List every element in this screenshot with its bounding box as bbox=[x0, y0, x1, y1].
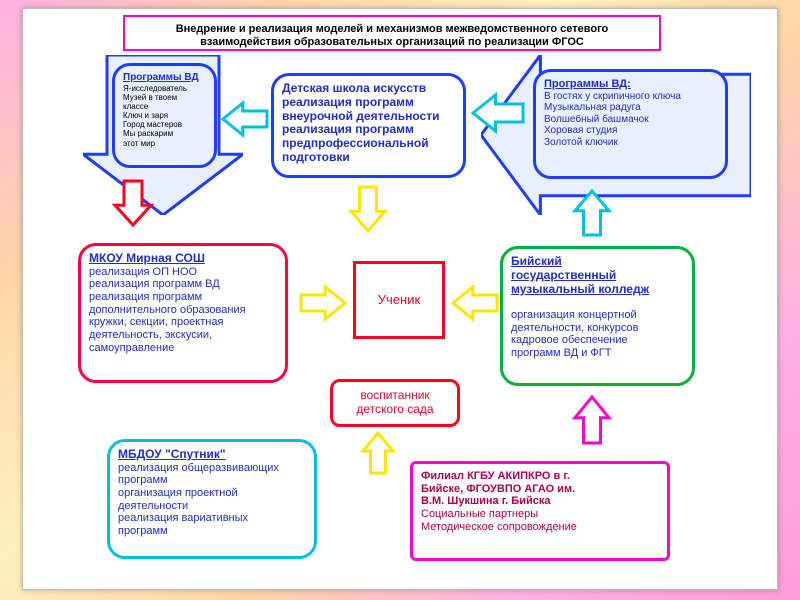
node-title: Программы ВД bbox=[123, 72, 206, 84]
arrow-left-1 bbox=[473, 95, 523, 136]
node-body: организация концертной деятельности, кон… bbox=[511, 296, 684, 359]
node-body: Я-исследователь Музей в твоем классе Клю… bbox=[123, 84, 206, 148]
slide-canvas: Внедрение и реализация моделей и механиз… bbox=[22, 8, 778, 590]
node-title: Бийскийгосударственныймузыкальный коллед… bbox=[511, 255, 684, 296]
node-programs-vd-left: Программы ВДЯ-исследователь Музей в твое… bbox=[112, 63, 217, 168]
arrow-up-6 bbox=[575, 191, 609, 240]
arrow-left-0 bbox=[223, 103, 267, 140]
node-body: В гостях у скрипичного ключа Музыкальная… bbox=[544, 91, 717, 149]
header-text: Внедрение и реализация моделей и механиз… bbox=[176, 23, 609, 48]
arrow-down-3 bbox=[351, 187, 385, 236]
node-mbdou: МБДОУ "Спутник"реализация общеразвивающи… bbox=[107, 439, 317, 559]
arrow-up-7 bbox=[363, 433, 393, 478]
node-body-bold: Филиал КГБУ АКИПКРО в г.Бийске, ФГОУВПО … bbox=[421, 470, 659, 508]
node-body: реализация общеразвивающих программ орга… bbox=[118, 462, 306, 538]
arrow-right-4 bbox=[301, 287, 345, 324]
node-body: Ученик bbox=[378, 293, 420, 308]
node-college: Бийскийгосударственныймузыкальный коллед… bbox=[500, 246, 695, 386]
node-title: МКОУ Мирная СОШ bbox=[89, 252, 277, 266]
node-mkou: МКОУ Мирная СОШреализация ОП НОО реализа… bbox=[78, 243, 288, 383]
node-body: воспитанник детского сада bbox=[356, 389, 433, 417]
arrow-up-8 bbox=[575, 397, 609, 448]
node-kindergarten: воспитанник детского сада bbox=[330, 379, 460, 427]
node-body: Социальные партнеры Методическое сопрово… bbox=[421, 508, 659, 533]
node-body: Детская школа искусств реализация програ… bbox=[282, 82, 455, 165]
node-arts-school: Детская школа искусств реализация програ… bbox=[271, 73, 466, 178]
arrow-down-2 bbox=[115, 181, 151, 230]
node-title: МБДОУ "Спутник" bbox=[118, 448, 306, 462]
node-student: Ученик bbox=[353, 261, 445, 339]
header-box: Внедрение и реализация моделей и механиз… bbox=[123, 15, 661, 51]
arrow-left-5 bbox=[453, 287, 497, 324]
node-programs-vd-right: Программы ВД:В гостях у скрипичного ключ… bbox=[533, 69, 728, 179]
node-body: реализация ОП НОО реализация программ ВД… bbox=[89, 266, 277, 354]
node-title: Программы ВД: bbox=[544, 78, 717, 91]
node-akipkro: Филиал КГБУ АКИПКРО в г.Бийске, ФГОУВПО … bbox=[410, 461, 670, 561]
